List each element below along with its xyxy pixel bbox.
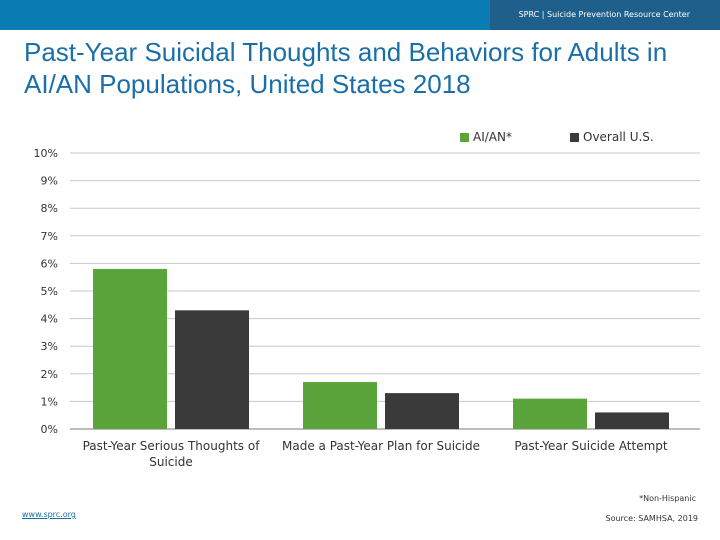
- legend-label-us: Overall U.S.: [583, 130, 654, 144]
- website-link[interactable]: www.sprc.org: [22, 510, 76, 519]
- y-tick-label: 1%: [41, 395, 58, 408]
- y-tick-label: 7%: [41, 230, 58, 243]
- slide-title: Past-Year Suicidal Thoughts and Behavior…: [24, 37, 668, 99]
- y-tick-label: 5%: [41, 285, 58, 298]
- footnote: *Non-Hispanic: [639, 494, 696, 503]
- bar-us: [385, 393, 459, 429]
- x-tick-label: Past-Year Suicide Attempt: [514, 439, 668, 453]
- bar-aian: [513, 398, 587, 429]
- y-tick-label: 4%: [41, 313, 58, 326]
- header-bar: SPRC | Suicide Prevention Resource Cente…: [0, 0, 720, 30]
- source-note: Source: SAMHSA, 2019: [605, 514, 698, 523]
- header-accent: [0, 0, 490, 30]
- legend-swatch-us: [570, 133, 579, 142]
- bar-chart: 0% 1% 2% 3% 4% 5% 6% 7% 8% 9% 10% Past-Year Serious…: [0, 120, 720, 480]
- bar-us: [175, 310, 249, 429]
- y-tick-label: 0%: [41, 423, 58, 436]
- bar-us: [595, 412, 669, 429]
- legend-item-aian: AI/AN*: [460, 130, 512, 144]
- legend-label-aian: AI/AN*: [473, 130, 512, 144]
- bar-chart-svg: 0% 1% 2% 3% 4% 5% 6% 7% 8% 9% 10% Past-Year Serious…: [34, 147, 700, 469]
- y-tick-label: 2%: [41, 368, 58, 381]
- legend-item-us: Overall U.S.: [570, 130, 654, 144]
- y-tick-label: 9%: [41, 175, 58, 188]
- bar-aian: [93, 268, 167, 429]
- y-tick-label: 10%: [34, 147, 58, 160]
- y-tick-label: 3%: [41, 340, 58, 353]
- y-tick-label: 6%: [41, 257, 58, 270]
- x-tick-label: Past-Year Serious Thoughts of Suicide: [83, 439, 261, 469]
- x-tick-label: Made a Past-Year Plan for Suicide: [282, 439, 480, 453]
- brand-text: SPRC | Suicide Prevention Resource Cente…: [518, 10, 690, 19]
- bar-aian: [303, 382, 377, 429]
- y-tick-label: 8%: [41, 202, 58, 215]
- legend-swatch-aian: [460, 133, 469, 142]
